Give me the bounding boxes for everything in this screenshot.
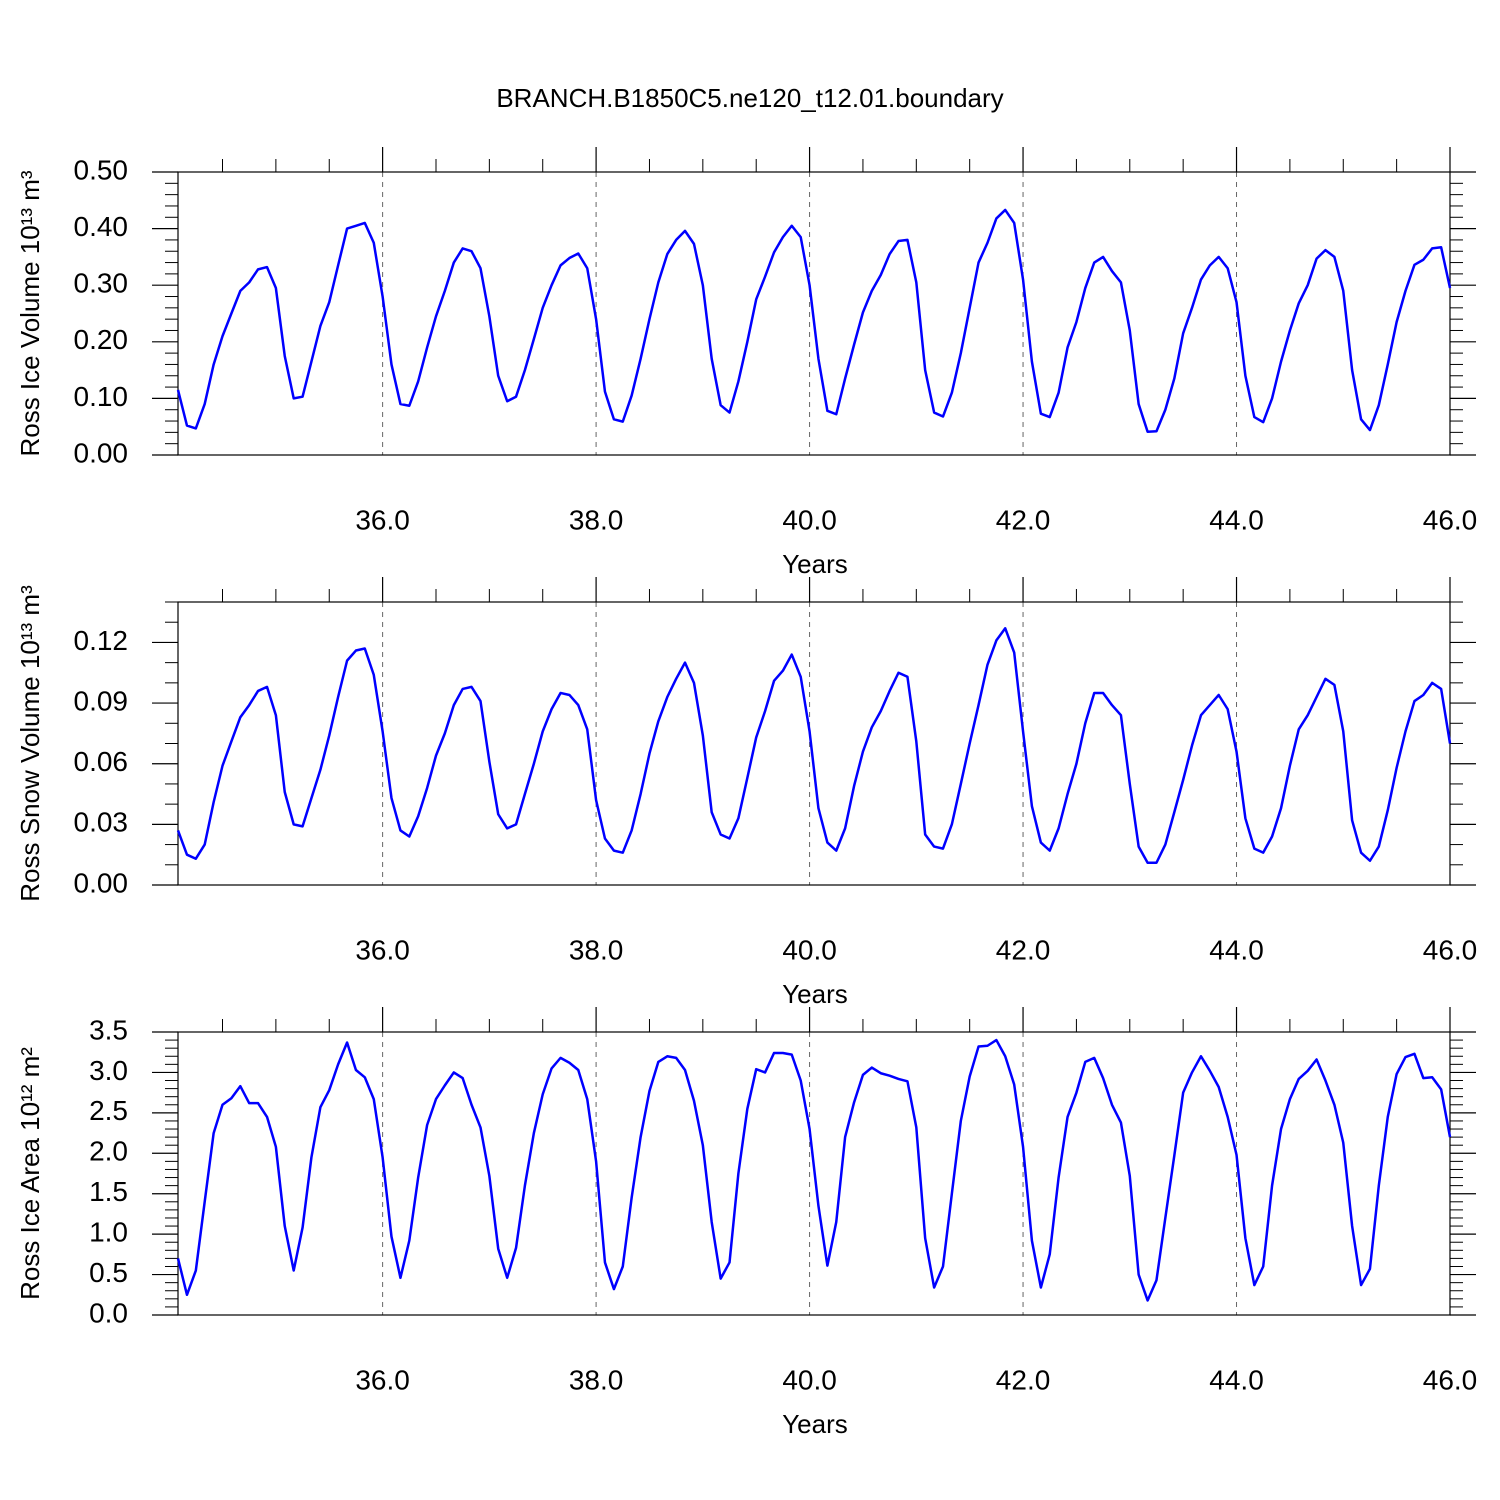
y-tick-label: 2.5 bbox=[89, 1095, 128, 1126]
x-axis-label: Years bbox=[782, 549, 848, 579]
x-tick-label: 38.0 bbox=[569, 1364, 624, 1395]
y-tick-label: 0.00 bbox=[74, 867, 129, 898]
x-axis-label: Years bbox=[782, 979, 848, 1009]
x-tick-label: 36.0 bbox=[355, 504, 410, 535]
y-tick-label: 0.00 bbox=[74, 437, 129, 468]
y-tick-label: 0.20 bbox=[74, 324, 129, 355]
y-tick-label: 1.5 bbox=[89, 1176, 128, 1207]
y-tick-label: 0.5 bbox=[89, 1257, 128, 1288]
x-tick-label: 38.0 bbox=[569, 934, 624, 965]
x-tick-label: 36.0 bbox=[355, 1364, 410, 1395]
y-tick-label: 0.40 bbox=[74, 211, 129, 242]
chart-title: BRANCH.B1850C5.ne120_t12.01.boundary bbox=[496, 83, 1003, 113]
y-tick-label: 0.09 bbox=[74, 685, 129, 716]
data-line bbox=[176, 627, 1452, 865]
y-tick-label: 0.0 bbox=[89, 1297, 128, 1328]
data-line bbox=[176, 208, 1452, 434]
x-axis-label: Years bbox=[782, 1409, 848, 1439]
x-tick-label: 42.0 bbox=[996, 504, 1051, 535]
y-tick-label: 0.30 bbox=[74, 268, 129, 299]
x-tick-label: 40.0 bbox=[782, 1364, 837, 1395]
y-tick-label: 0.10 bbox=[74, 381, 129, 412]
plot-frame bbox=[177, 1031, 1451, 1316]
y-axis-label: Ross Ice Volume 10¹³ m³ bbox=[15, 170, 45, 456]
x-tick-label: 44.0 bbox=[1209, 934, 1264, 965]
y-tick-label: 2.0 bbox=[89, 1136, 128, 1167]
y-tick-label: 0.03 bbox=[74, 807, 129, 838]
x-tick-label: 42.0 bbox=[996, 934, 1051, 965]
y-axis-label: Ross Ice Area 10¹² m² bbox=[15, 1047, 45, 1300]
x-tick-label: 44.0 bbox=[1209, 504, 1264, 535]
x-tick-label: 38.0 bbox=[569, 504, 624, 535]
y-tick-label: 0.12 bbox=[74, 625, 129, 656]
x-tick-label: 46.0 bbox=[1423, 1364, 1478, 1395]
y-axis-label: Ross Snow Volume 10¹³ m³ bbox=[15, 585, 45, 902]
x-tick-label: 46.0 bbox=[1423, 504, 1478, 535]
y-tick-label: 3.0 bbox=[89, 1055, 128, 1086]
plot-frame bbox=[177, 601, 1451, 886]
x-tick-label: 46.0 bbox=[1423, 934, 1478, 965]
x-tick-label: 44.0 bbox=[1209, 1364, 1264, 1395]
y-tick-label: 0.50 bbox=[74, 154, 129, 185]
y-tick-label: 0.06 bbox=[74, 746, 129, 777]
x-tick-label: 42.0 bbox=[996, 1364, 1051, 1395]
y-tick-label: 1.0 bbox=[89, 1217, 128, 1248]
plot-frame bbox=[177, 171, 1451, 456]
y-tick-label: 3.5 bbox=[89, 1014, 128, 1045]
x-tick-label: 40.0 bbox=[782, 934, 837, 965]
data-line bbox=[176, 1038, 1452, 1302]
x-tick-label: 36.0 bbox=[355, 934, 410, 965]
x-tick-label: 40.0 bbox=[782, 504, 837, 535]
